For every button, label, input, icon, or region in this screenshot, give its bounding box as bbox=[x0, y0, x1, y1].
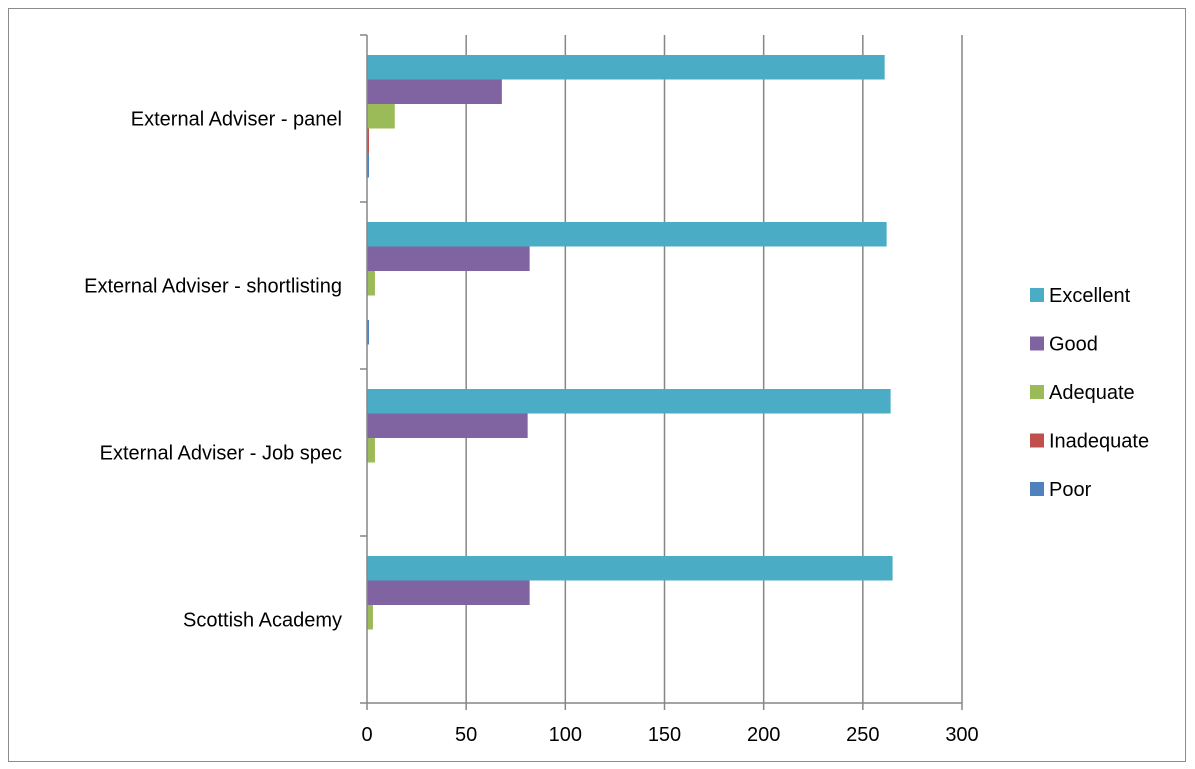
x-tick-label: 250 bbox=[846, 724, 879, 746]
gridlines bbox=[465, 35, 963, 703]
bars bbox=[367, 55, 893, 630]
x-tick-label: 150 bbox=[648, 724, 681, 746]
legend-label-excellent: Excellent bbox=[1049, 285, 1131, 307]
bar-excellent-0 bbox=[367, 55, 885, 80]
axis-labels: 0 50 100 150 200 250 300 External Adviser - pan… bbox=[84, 109, 979, 747]
bar-poor-1 bbox=[367, 320, 369, 345]
legend-swatch-excellent bbox=[1030, 288, 1044, 302]
bar-good-3 bbox=[367, 580, 530, 605]
bar-poor-0 bbox=[367, 153, 369, 178]
legend-swatch-poor bbox=[1030, 482, 1044, 496]
bar-adequate-0 bbox=[367, 104, 395, 129]
x-tick-label: 200 bbox=[747, 724, 780, 746]
bar-adequate-2 bbox=[367, 438, 375, 463]
category-label: Scottish Academy bbox=[183, 610, 342, 632]
x-tick-label: 0 bbox=[361, 724, 372, 746]
bar-excellent-1 bbox=[367, 222, 887, 247]
axes bbox=[360, 34, 963, 710]
legend-label-good: Good bbox=[1049, 334, 1098, 356]
category-label: External Adviser - Job spec bbox=[100, 443, 342, 465]
bar-adequate-3 bbox=[367, 605, 373, 630]
legend-label-adequate: Adequate bbox=[1049, 382, 1135, 404]
bar-good-2 bbox=[367, 413, 528, 438]
bar-excellent-2 bbox=[367, 389, 891, 414]
x-tick-label: 100 bbox=[549, 724, 582, 746]
bar-good-1 bbox=[367, 246, 530, 271]
bar-excellent-3 bbox=[367, 556, 893, 581]
legend-label-poor: Poor bbox=[1049, 479, 1092, 501]
bar-good-0 bbox=[367, 79, 502, 104]
legend-swatch-adequate bbox=[1030, 385, 1044, 399]
category-label: External Adviser - shortlisting bbox=[84, 276, 342, 298]
legend-swatch-good bbox=[1030, 336, 1044, 351]
bar-adequate-1 bbox=[367, 271, 375, 296]
bar-inadequate-0 bbox=[367, 128, 369, 153]
legend: Excellent Good Adequate Inadequate Poor bbox=[1030, 285, 1149, 501]
legend-label-inadequate: Inadequate bbox=[1049, 431, 1149, 453]
x-tick-label: 300 bbox=[945, 724, 978, 746]
x-tick-label: 50 bbox=[455, 724, 477, 746]
legend-swatch-inadequate bbox=[1030, 433, 1044, 448]
chart-frame bbox=[8, 8, 1186, 762]
category-label: External Adviser - panel bbox=[131, 109, 342, 131]
